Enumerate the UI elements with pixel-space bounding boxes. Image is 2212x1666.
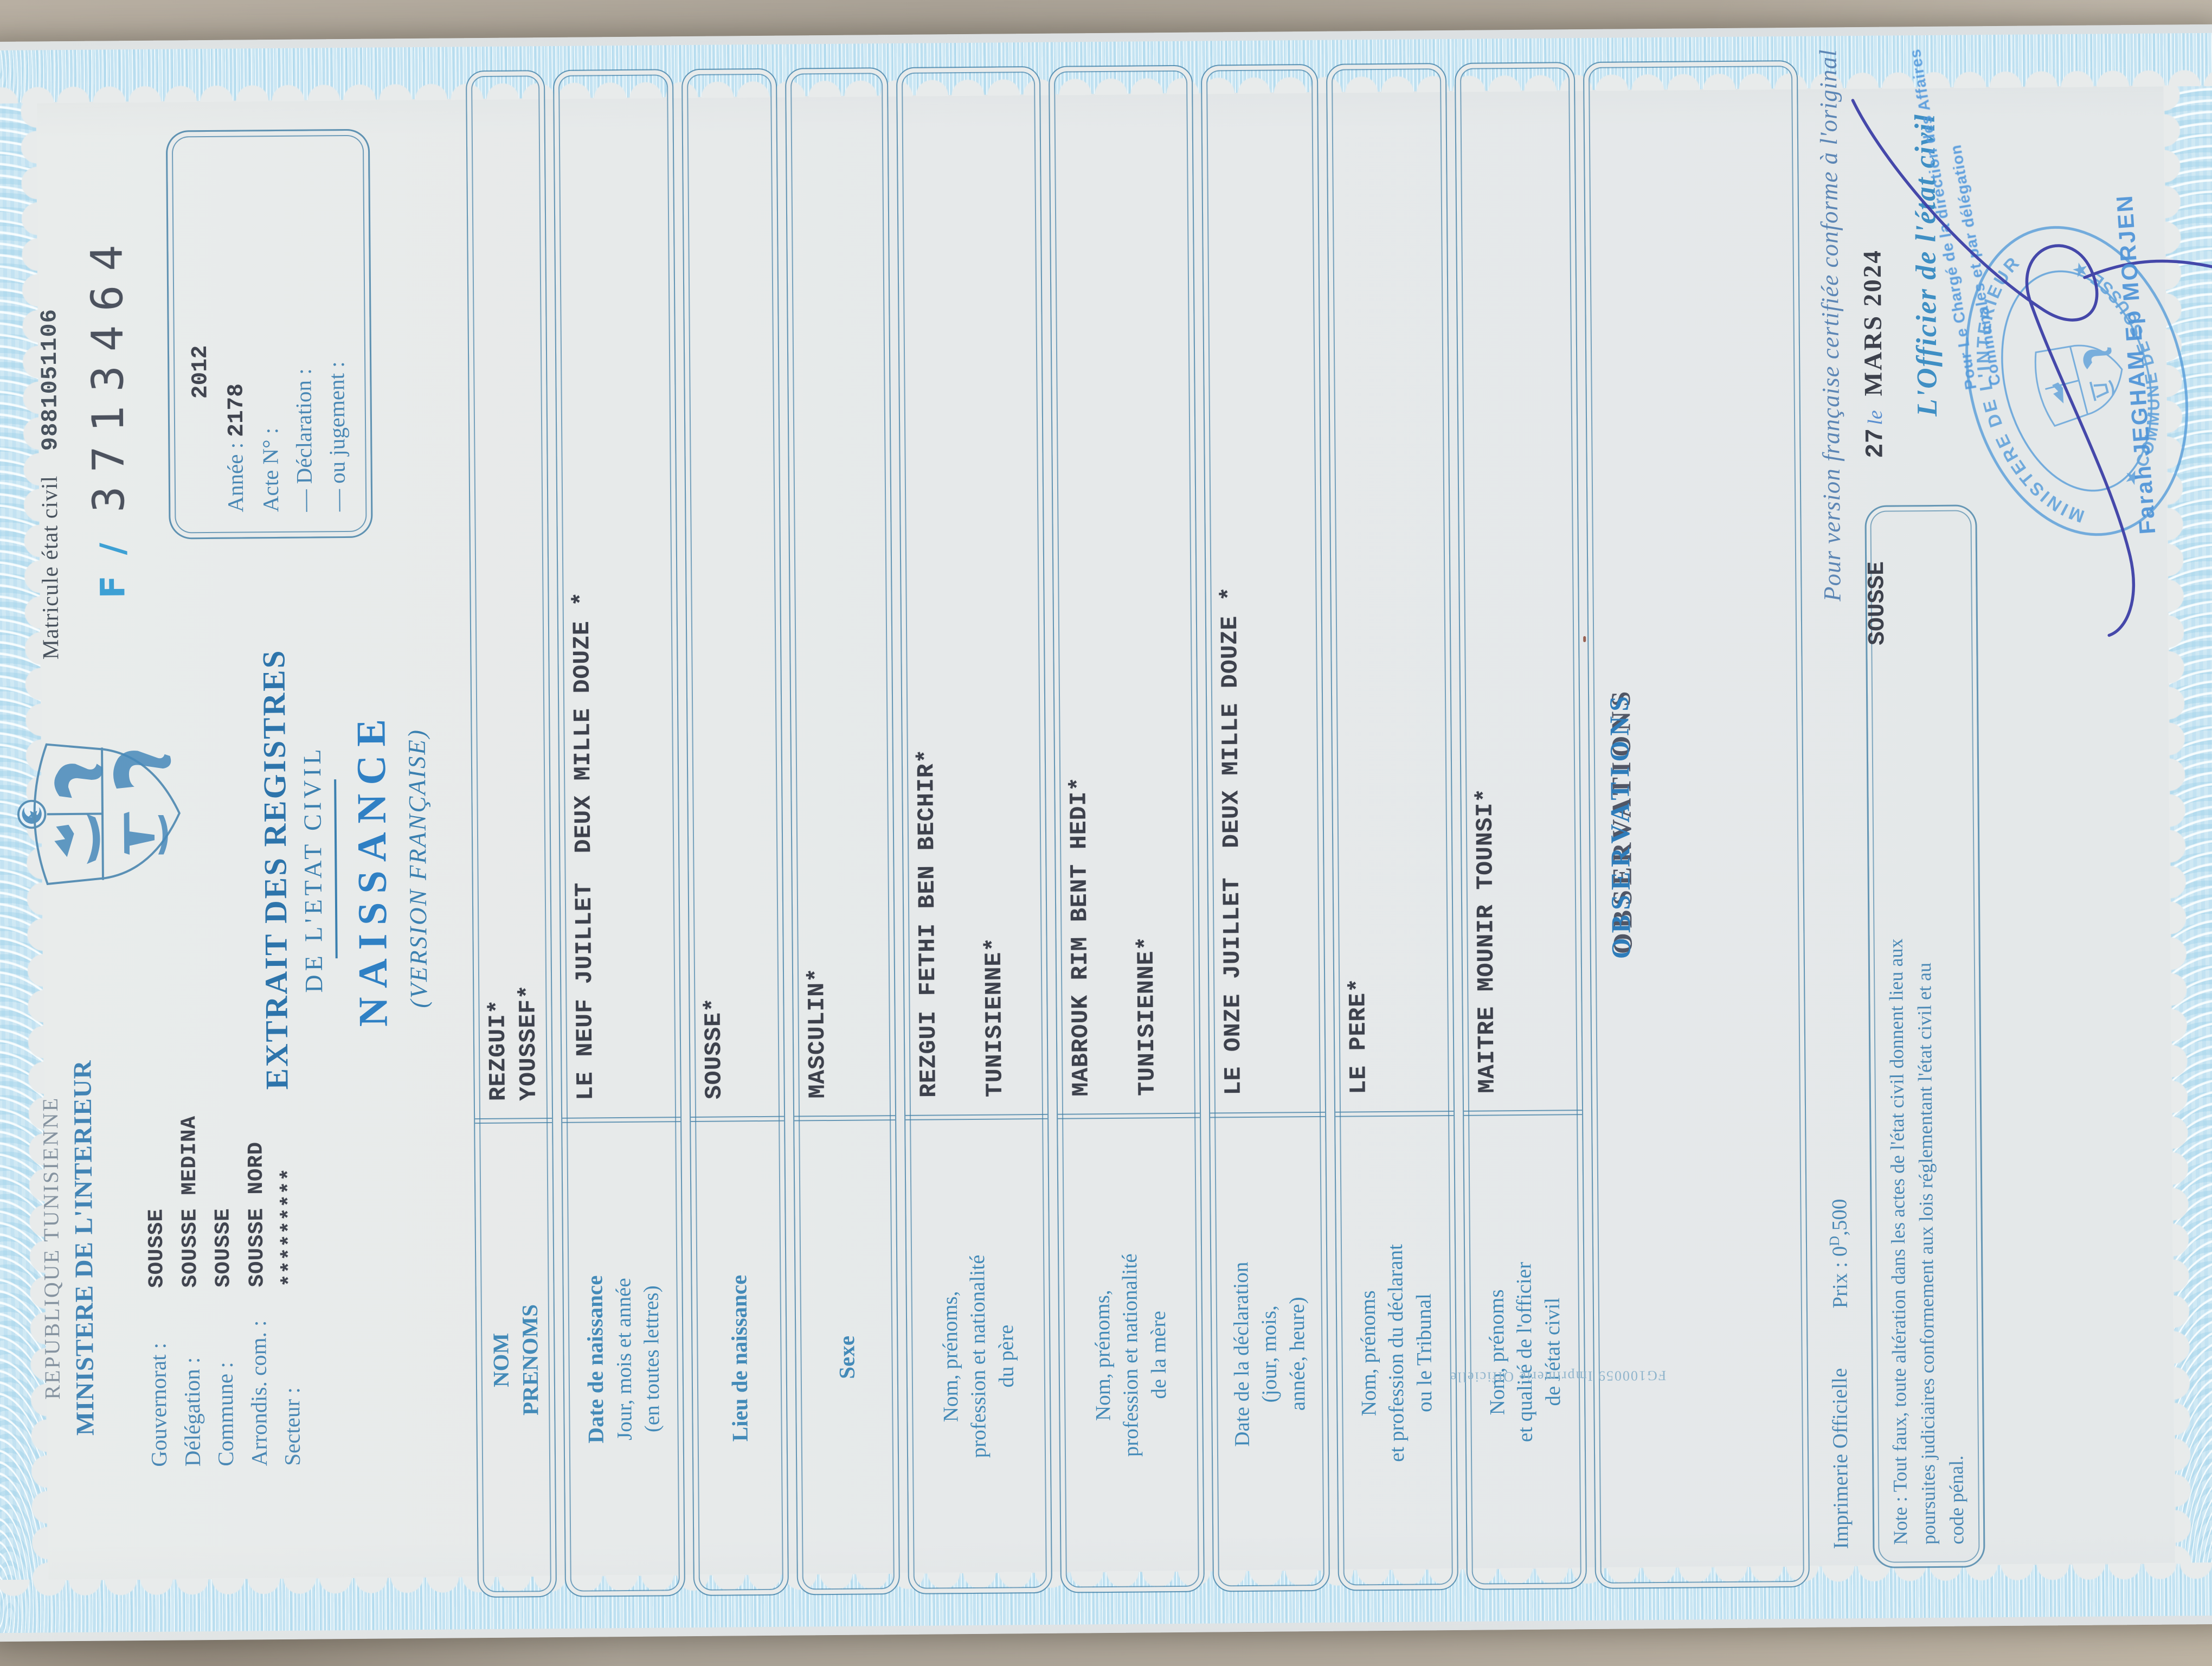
serial-prefix: F / [92, 538, 133, 599]
table-row-nom-prenoms: NOM PRENOMS REZGUI* YOUSSEF* [465, 70, 557, 1598]
serial-number: 3713464 [81, 230, 134, 513]
declarant-value: LE PERE* [1345, 978, 1372, 1094]
annee-line: Année : 2178 [216, 154, 255, 512]
secteur-label: Secteur : [279, 1387, 305, 1466]
admin-row-delegation: Délégation : SOUSSE MEDINA [172, 935, 209, 1467]
ministry-label: MINISTERE DE L'INTERIEUR [68, 1060, 100, 1436]
table-row-officier: Nom, prénoms et qualité de l'officier de… [1454, 62, 1587, 1590]
serial-number-line: F / 3713464 [80, 73, 135, 659]
title-rule [334, 779, 338, 959]
row-label: Jour, mois et année [611, 1278, 636, 1441]
paper-speck [1583, 636, 1586, 643]
gouvernorat-label: Gouvernorat : [145, 1342, 172, 1467]
row-label: Nom, prénoms [1484, 1289, 1509, 1415]
row-label: année, heure) [1285, 1297, 1310, 1411]
republic-label: REPUBLIQUE TUNISIENNE [37, 1096, 65, 1400]
gouvernorat-value: SOUSSE [144, 1208, 169, 1288]
form-reference-code: FG100059 Imprimerie Officielle [1449, 1367, 1667, 1386]
row-label: NOM [488, 1332, 513, 1388]
row-label: profession et nationalité [1118, 1253, 1143, 1457]
acte-year-typed: 2012 [188, 345, 214, 399]
mere-nationalite-value: TUNISIENNE* [1133, 935, 1161, 1096]
pere-nationalite-value: TUNISIENNE* [980, 937, 1008, 1098]
title-etat-civil: DE L'ETAT CIVIL [298, 745, 328, 993]
table-row-pere: Nom, prénoms, profession et nationalité … [896, 66, 1053, 1594]
annee-label: Année : [222, 442, 248, 512]
lieu-naissance-value: SOUSSE* [700, 997, 728, 1100]
officier-value: MAITRE MOUNIR TOUNSI* [1471, 787, 1501, 1093]
title-version-francaise: (VERSION FRANÇAISE) [403, 728, 433, 1008]
officer-signature [1801, 19, 2212, 738]
tunisia-coat-of-arms-icon [16, 723, 194, 904]
admin-row-gouvernorat: Gouvernorat : SOUSSE [138, 935, 176, 1467]
matricule-label: Matricule état civil [37, 475, 64, 660]
row-label: (en toutes lettres) [639, 1285, 664, 1433]
row-label: Date de naissance [582, 1275, 609, 1444]
row-label: Nom, prénoms, [1090, 1290, 1115, 1421]
row-label: PRENOMS [517, 1304, 543, 1416]
prix-label: Prix : 0D,500 [1826, 1199, 1852, 1309]
imprimerie-label: Imprimerie Officielle [1828, 1368, 1853, 1549]
delegation-label: Délégation : [179, 1357, 205, 1467]
table-row-lieu-naissance: Lieu de naissance SOUSSE* [681, 68, 789, 1597]
table-row-mere: Nom, prénoms, profession et nationalité … [1048, 65, 1205, 1593]
row-label: Nom, prénoms [1356, 1290, 1381, 1417]
row-label: ou le Tribunal [1412, 1293, 1437, 1413]
row-label: du père [994, 1324, 1018, 1388]
row-label: Nom, prénoms, [938, 1291, 963, 1422]
table-row-observations: OBSERVATIONS [1583, 60, 1810, 1589]
title-extrait: EXTRAIT DES REGISTRES [255, 649, 295, 1090]
document-title-block: EXTRAIT DES REGISTRES DE L'ETAT CIVIL NA… [253, 445, 435, 1292]
row-label: profession et nationalité [966, 1254, 991, 1458]
sexe-value: MASCULIN* [803, 967, 831, 1099]
matricule-value: 9881051106 [36, 308, 64, 451]
row-label: et qualité de l'officier [1512, 1261, 1538, 1443]
row-label: et profession du déclarant [1384, 1244, 1409, 1463]
title-naissance: NAISSANCE [348, 710, 396, 1027]
table-row-sexe: Sexe MASCULIN* [785, 67, 901, 1595]
row-label: (jour, mois, [1257, 1305, 1282, 1403]
pere-nom-value: REZGUI FETHI BEN BECHIR* [912, 748, 942, 1098]
commune-label: Commune : [212, 1362, 239, 1466]
mere-nom-value: MABROUK RIM BENT HEDI* [1065, 776, 1095, 1097]
table-row-declarant: Nom, prénoms et profession du déclarant … [1326, 63, 1458, 1591]
commune-value: SOUSSE [211, 1208, 236, 1287]
date-declaration-value: LE ONZE JUILLET DEUX MILLE DOUZE * [1216, 586, 1247, 1095]
table-row-date-declaration: Date de la déclaration (jour, mois, anné… [1200, 63, 1330, 1592]
row-label: de l'état civil [1540, 1297, 1565, 1406]
birth-certificate-document: REPUBLIQUE TUNISIENNE MINISTERE DE L'INT… [0, 24, 2212, 1642]
table-row-date-naissance: Date de naissance Jour, mois et année (e… [552, 69, 686, 1597]
matricule-line: Matricule état civil 9881051106 [34, 74, 65, 659]
stamp-center-emblem [2034, 344, 2123, 427]
admin-row-commune: Commune : SOUSSE [205, 935, 242, 1466]
row-label: de la mère [1146, 1311, 1171, 1399]
observations-label: OBSERVATIONS [1603, 691, 1636, 959]
date-naissance-value: LE NEUF JUILLET DEUX MILLE DOUZE * [568, 591, 599, 1101]
row-label: Date de la déclaration [1229, 1261, 1254, 1447]
arrondissement-label: Arrondis. com. : [245, 1320, 272, 1466]
annee-value: 2178 [223, 383, 249, 437]
row-label: Lieu de naissance [726, 1274, 753, 1442]
row-label: Sexe [834, 1335, 859, 1379]
delegation-value: SOUSSE MEDINA [177, 1115, 203, 1288]
